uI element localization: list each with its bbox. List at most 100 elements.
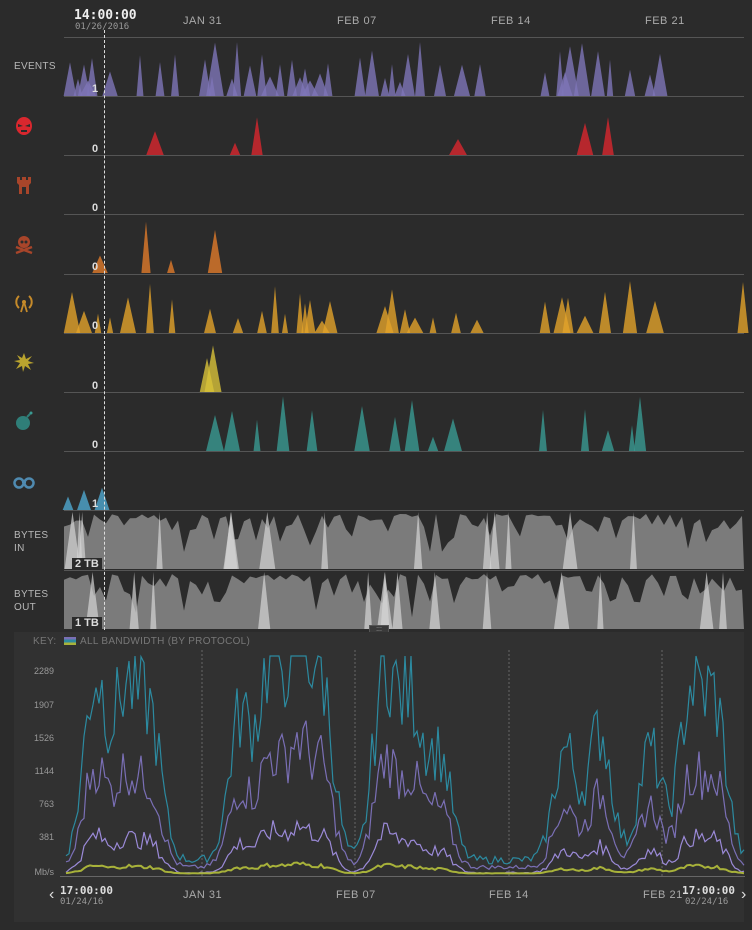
bandwidth-series-line bbox=[65, 819, 745, 875]
event-spike bbox=[86, 58, 98, 96]
y-tick: 1907 bbox=[33, 700, 54, 710]
bomb-icon[interactable] bbox=[13, 410, 35, 432]
event-spike bbox=[444, 418, 462, 451]
event-spike bbox=[120, 297, 136, 333]
time-cursor-line[interactable] bbox=[104, 30, 105, 630]
event-spike bbox=[429, 317, 437, 333]
row-separator bbox=[64, 274, 744, 275]
event-spike bbox=[576, 315, 594, 333]
event-spike bbox=[63, 62, 77, 96]
event-spike bbox=[628, 425, 636, 451]
broadcast-antenna-icon[interactable] bbox=[13, 292, 35, 314]
event-spike bbox=[281, 313, 289, 333]
event-spike bbox=[306, 410, 318, 451]
event-spike bbox=[539, 301, 551, 333]
bandwidth-series-line bbox=[65, 720, 745, 871]
event-spike bbox=[561, 46, 579, 96]
event-spike bbox=[63, 291, 81, 333]
event-timeline-chart[interactable] bbox=[0, 30, 752, 630]
event-spike bbox=[146, 283, 154, 333]
event-spike bbox=[206, 42, 224, 96]
key-text: ALL BANDWIDTH (BY PROTOCOL) bbox=[80, 636, 251, 647]
event-spike bbox=[62, 496, 74, 510]
bytes-spike bbox=[364, 572, 373, 629]
event-spike bbox=[599, 291, 611, 333]
explosion-icon[interactable] bbox=[13, 351, 35, 373]
event-spike bbox=[644, 74, 656, 96]
event-spike bbox=[322, 301, 338, 333]
event-spike bbox=[737, 282, 749, 333]
bw-x-tick: FEB 07 bbox=[336, 889, 376, 901]
event-spike bbox=[380, 78, 390, 96]
event-spike bbox=[167, 259, 175, 273]
bytes-spike bbox=[321, 512, 329, 569]
y-tick: 1144 bbox=[34, 766, 54, 776]
date-tick-jan31: JAN 31 bbox=[183, 15, 223, 27]
y-tick: 763 bbox=[38, 799, 54, 809]
bytes-area bbox=[64, 574, 744, 629]
event-spike bbox=[406, 317, 424, 333]
row-separator bbox=[64, 392, 744, 393]
range-start-time[interactable]: 17:00:00 bbox=[60, 884, 113, 897]
event-spike bbox=[591, 51, 605, 96]
event-spike bbox=[385, 289, 399, 333]
row-label-bytes-in: BYTES IN bbox=[14, 530, 49, 554]
row-separator bbox=[64, 37, 744, 38]
row-value-bomb: 0 bbox=[92, 439, 99, 451]
event-spike bbox=[624, 69, 636, 96]
event-spike bbox=[155, 62, 165, 96]
range-end-time[interactable]: 17:00:00 bbox=[682, 884, 735, 897]
castle-tower-icon[interactable] bbox=[13, 174, 35, 196]
event-spike bbox=[141, 221, 151, 273]
row-value-skull: 0 bbox=[92, 143, 99, 155]
cursor-time: 14:00:00 bbox=[74, 8, 137, 23]
row-separator bbox=[64, 510, 744, 511]
event-spike bbox=[171, 54, 179, 96]
event-spike bbox=[365, 50, 379, 96]
binoculars-icon[interactable] bbox=[13, 470, 35, 492]
event-spike bbox=[622, 281, 638, 333]
bandwidth-chart[interactable] bbox=[0, 640, 752, 880]
cursor-date: 01/26/2016 bbox=[75, 22, 130, 32]
bytes-spike bbox=[224, 512, 238, 569]
date-tick-feb21: FEB 21 bbox=[645, 15, 685, 27]
event-spike bbox=[229, 142, 241, 155]
event-spike bbox=[251, 117, 263, 155]
date-tick-feb07: FEB 07 bbox=[337, 15, 377, 27]
bw-x-tick: JAN 31 bbox=[183, 889, 223, 901]
bytes-spike bbox=[482, 572, 492, 629]
event-spike bbox=[354, 405, 370, 451]
date-tick-feb14: FEB 14 bbox=[491, 15, 531, 27]
bytes-spike bbox=[629, 512, 637, 569]
event-spike bbox=[304, 299, 316, 333]
event-spike bbox=[94, 313, 102, 333]
event-spike bbox=[224, 411, 240, 451]
event-spike bbox=[253, 419, 261, 451]
bytes-spike bbox=[76, 512, 83, 569]
event-spike bbox=[602, 117, 614, 155]
bw-x-tick: FEB 14 bbox=[489, 889, 529, 901]
bytes-spike bbox=[597, 572, 604, 629]
event-spike bbox=[449, 139, 467, 155]
range-end-chevron-icon[interactable]: › bbox=[741, 886, 747, 903]
row-label-bytes-out: BYTES OUT bbox=[14, 589, 49, 613]
event-spike bbox=[580, 409, 590, 451]
bytes-spike bbox=[489, 512, 500, 569]
bytes-spike bbox=[413, 512, 423, 569]
event-spike bbox=[540, 72, 550, 96]
bytes-spike bbox=[699, 572, 714, 629]
event-spike bbox=[206, 415, 224, 451]
bytes-spike bbox=[150, 572, 157, 629]
row-value-bytes-in: 2 TB bbox=[72, 558, 102, 570]
bytes-spike bbox=[553, 572, 570, 629]
event-spike bbox=[474, 64, 486, 96]
bytes-spike bbox=[129, 572, 139, 629]
row-separator bbox=[64, 155, 744, 156]
skull-mask-icon[interactable] bbox=[13, 115, 35, 137]
event-spike bbox=[204, 308, 216, 333]
event-spike bbox=[257, 310, 267, 333]
row-separator bbox=[64, 570, 744, 571]
range-start-date: 01/24/16 bbox=[60, 897, 104, 907]
range-start-chevron-icon[interactable]: ‹ bbox=[49, 886, 55, 903]
skull-crossbones-icon[interactable] bbox=[13, 233, 35, 255]
